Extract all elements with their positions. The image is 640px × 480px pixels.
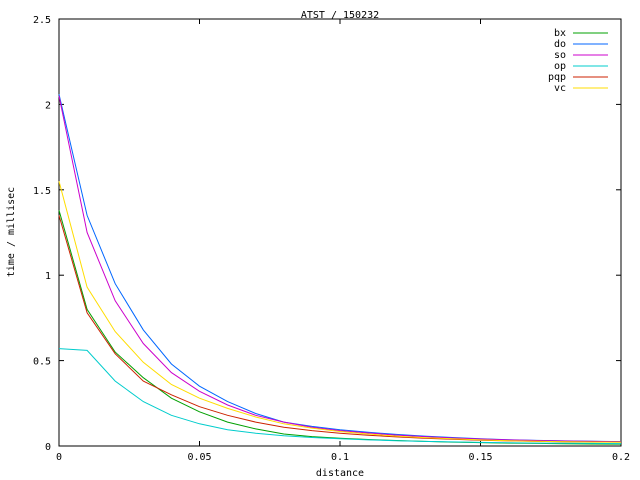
- series-layer: [58, 94, 622, 445]
- x-tick-label: 0.05: [187, 452, 211, 463]
- series-line-so: [58, 95, 622, 443]
- series-line-pqp: [58, 215, 622, 443]
- plot-frame: [58, 18, 622, 447]
- series-line-bx: [58, 210, 622, 445]
- x-tick-label: 0.1: [331, 452, 349, 463]
- x-axis: 0 0.05 0.1 0.15 0.2: [56, 19, 630, 463]
- legend-label-do: do: [554, 39, 566, 50]
- x-tick-label: 0: [56, 452, 62, 463]
- y-axis-title: time / millisec: [6, 187, 17, 277]
- x-tick-label: 0.2: [612, 452, 630, 463]
- y-tick-label: 2: [45, 100, 51, 111]
- legend-label-so: so: [554, 50, 566, 61]
- y-tick-label: 1: [45, 271, 51, 282]
- legend-label-bx: bx: [554, 28, 566, 39]
- y-tick-label: 0.5: [33, 357, 51, 368]
- y-axis: 0 0.5 1 1.5 2 2.5: [33, 15, 621, 453]
- legend-label-vc: vc: [554, 83, 566, 94]
- series-line-op: [58, 348, 622, 445]
- y-tick-label: 1.5: [33, 186, 51, 197]
- x-tick-label: 0.15: [468, 452, 492, 463]
- y-tick-label: 2.5: [33, 15, 51, 26]
- series-line-vc: [58, 181, 622, 443]
- series-line-do: [58, 94, 622, 443]
- chart-title: ATST / 150232: [301, 10, 379, 21]
- x-axis-title: distance: [316, 468, 364, 479]
- legend-label-op: op: [554, 61, 566, 72]
- y-tick-label: 0: [45, 442, 51, 453]
- legend-label-pqp: pqp: [548, 72, 566, 83]
